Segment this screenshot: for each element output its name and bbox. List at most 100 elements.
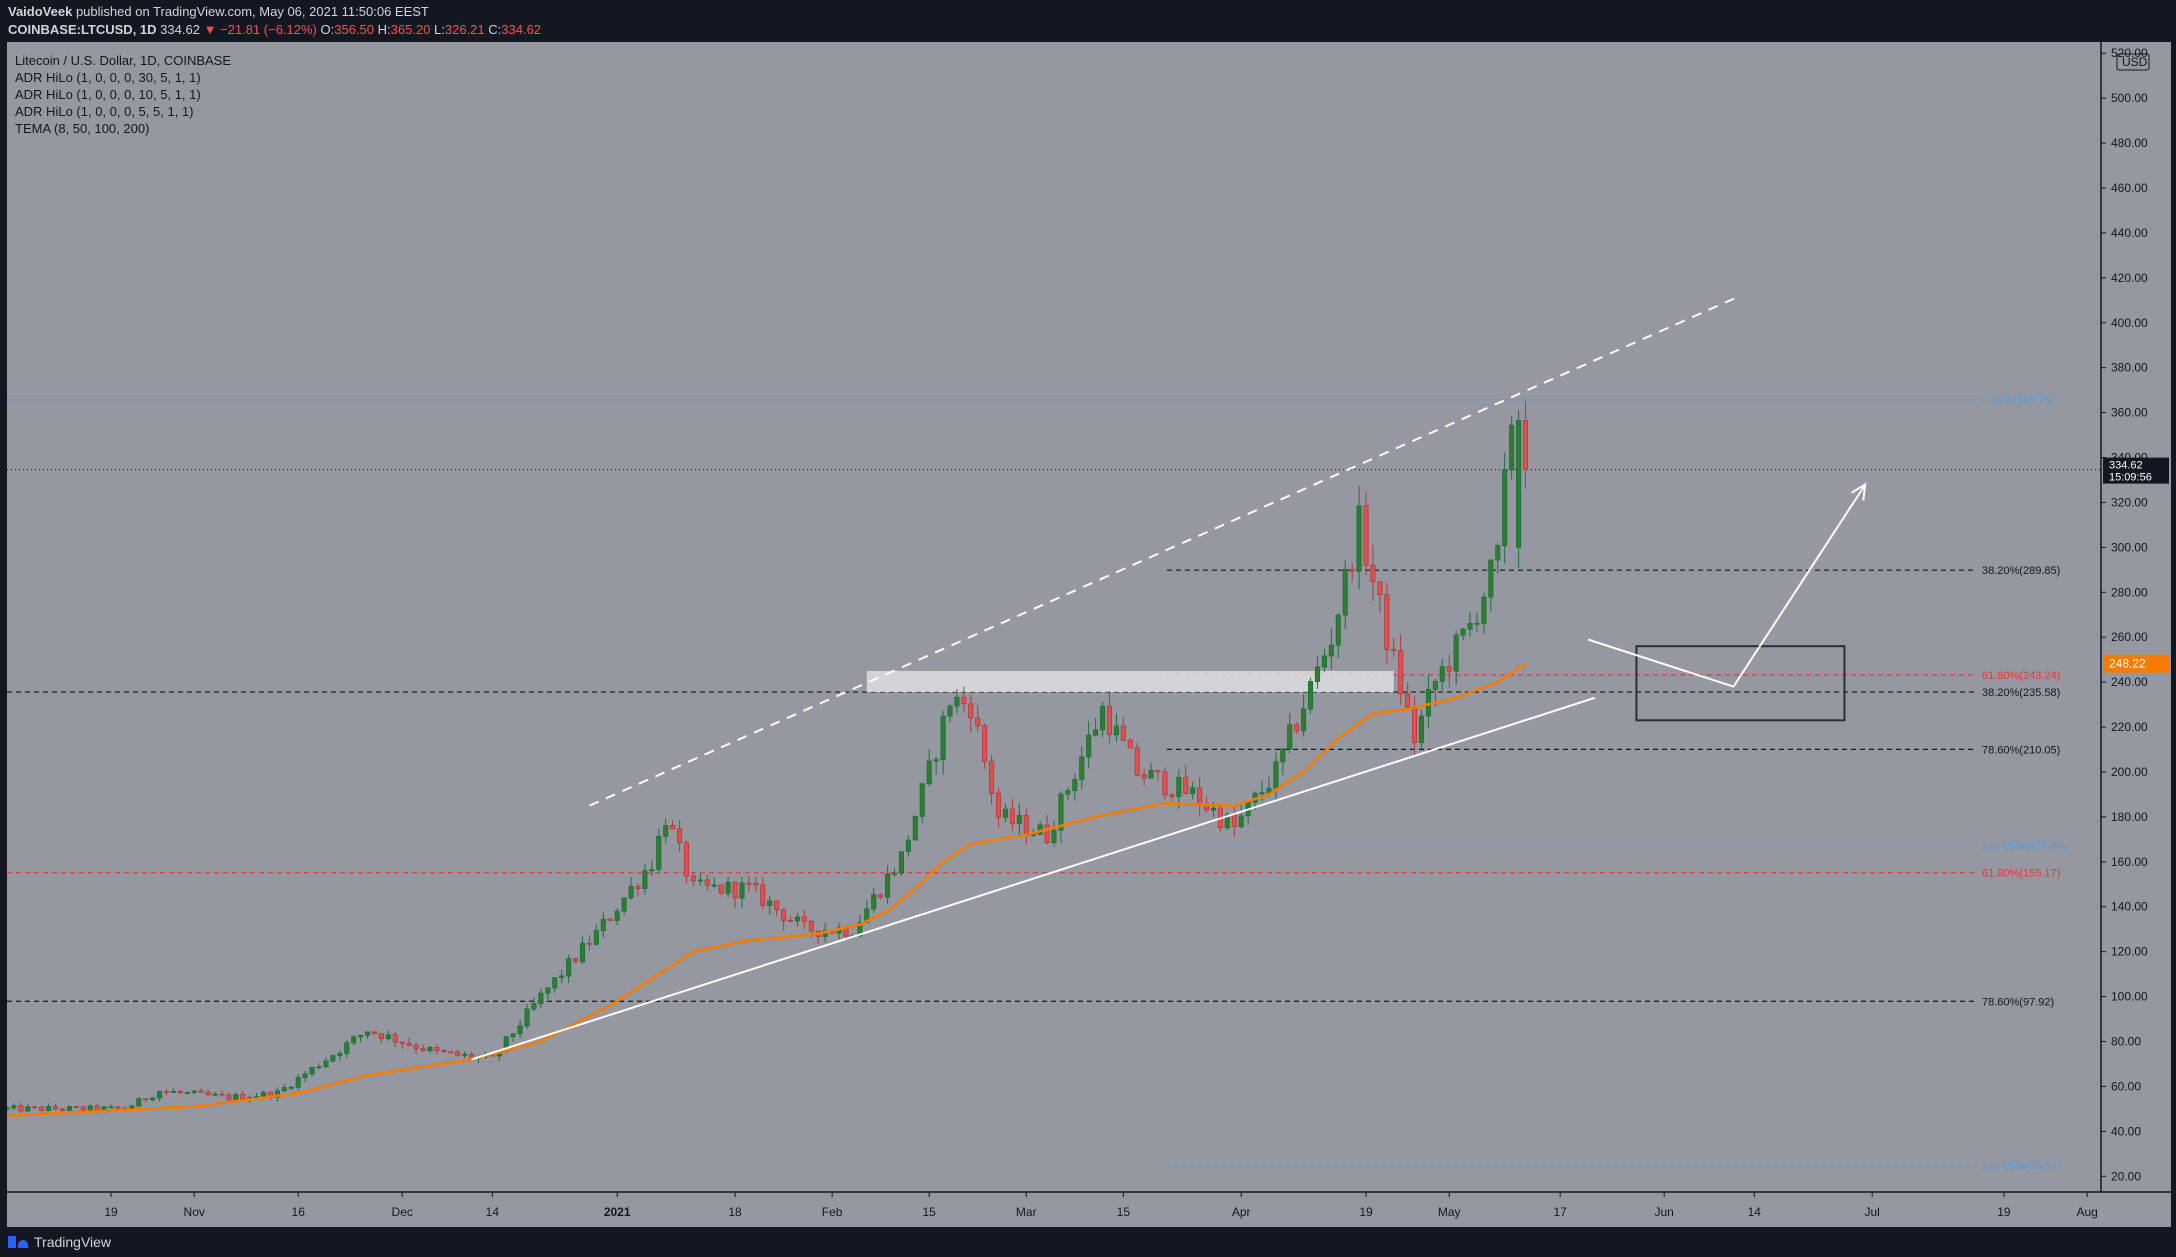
tradingview-logo[interactable]: TradingView [8, 1234, 111, 1250]
candle [455, 1049, 461, 1058]
candle-body [11, 1105, 17, 1109]
candle [344, 1039, 350, 1058]
candle [156, 1090, 163, 1102]
candle [316, 1063, 322, 1070]
candle-body [989, 760, 995, 794]
candle [1377, 581, 1383, 614]
candle [656, 828, 662, 874]
x-tick-label: Nov [184, 1205, 205, 1219]
candle [1398, 634, 1404, 705]
candle-body [510, 1033, 516, 1038]
price-chart[interactable]: 20.00 40.00 60.00 80.00 100.00 120.00 140.00 16… [7, 42, 2171, 1227]
resistance-trendline [589, 294, 1741, 807]
candle-body [926, 760, 932, 785]
candle-body [1065, 790, 1071, 795]
candle-body [1162, 771, 1168, 796]
high-label: H: [377, 22, 391, 37]
y-tick-label: 440.00 [2111, 226, 2148, 240]
candle-body [649, 869, 655, 872]
candle [559, 969, 565, 984]
candle [420, 1044, 426, 1053]
candle-body [1072, 778, 1078, 792]
legend-indicator[interactable]: ADR HiLo (1, 0, 0, 0, 10, 5, 1, 1) [15, 87, 201, 102]
candle [434, 1044, 440, 1055]
x-tick-label: 19 [104, 1205, 118, 1219]
candle [982, 723, 988, 770]
candle [1120, 717, 1126, 742]
open-label: O: [320, 22, 335, 37]
y-tick-label: 160.00 [2111, 855, 2148, 869]
candle-body [1023, 814, 1029, 836]
candle [663, 818, 669, 844]
x-tick-label: Mar [1016, 1205, 1037, 1219]
y-tick-label: 60.00 [2111, 1079, 2141, 1093]
candle [1321, 648, 1327, 672]
legend-indicator[interactable]: ADR HiLo (1, 0, 0, 0, 30, 5, 1, 1) [15, 70, 201, 85]
candle-body [1009, 808, 1015, 824]
candle-body [261, 1091, 267, 1097]
candle-body [455, 1051, 461, 1056]
candle [545, 987, 551, 1000]
candle-body [302, 1073, 308, 1078]
candle-body [1398, 650, 1404, 695]
x-tick-label: Jun [1654, 1205, 1673, 1219]
candle [337, 1050, 343, 1061]
candle-body [891, 872, 898, 875]
candle [330, 1054, 336, 1063]
candle-body [378, 1033, 384, 1040]
candle-body [1127, 740, 1133, 749]
candle-body [1134, 747, 1140, 776]
candle [1058, 791, 1064, 843]
candle [898, 851, 905, 877]
candle-body [1169, 794, 1175, 797]
candle [961, 686, 967, 713]
candle-body [857, 922, 863, 937]
publish-info: VaidoVeek published on TradingView.com, … [8, 4, 429, 19]
candle [358, 1034, 364, 1043]
candle-body [73, 1106, 79, 1108]
candle-body [323, 1060, 329, 1068]
legend-indicator[interactable]: ADR HiLo (1, 0, 0, 0, 5, 5, 1, 1) [15, 104, 194, 119]
candle-body [219, 1093, 225, 1096]
candle-body [552, 977, 558, 989]
y-tick-label: 280.00 [2111, 585, 2148, 599]
x-tick-label: 15 [923, 1205, 937, 1219]
tema-line [7, 663, 1527, 1117]
candle [1141, 768, 1147, 787]
candle-body [1453, 634, 1459, 672]
candle [1079, 746, 1085, 790]
candle [781, 908, 787, 931]
candle-body [1522, 420, 1529, 471]
tema-price-value: 248.22 [2109, 657, 2146, 671]
candle [143, 1098, 149, 1103]
candle [732, 881, 738, 909]
candle-body [191, 1090, 197, 1093]
candle-body [1391, 649, 1397, 651]
candle-body [344, 1042, 350, 1054]
candle-body [1238, 815, 1244, 828]
candle-body [1093, 729, 1099, 736]
candle [25, 1104, 31, 1113]
candle-body [878, 894, 884, 898]
candle [649, 860, 655, 876]
chart-area[interactable]: 20.00 40.00 60.00 80.00 100.00 120.00 140.00 16… [7, 42, 2171, 1227]
y-tick-label: 460.00 [2111, 181, 2148, 195]
candle [1273, 752, 1279, 801]
candle-body [1044, 824, 1050, 844]
candle [1453, 630, 1459, 686]
candle-body [39, 1106, 45, 1111]
legend-indicator[interactable]: TEMA (8, 50, 100, 200) [15, 121, 150, 136]
candle [1093, 718, 1099, 737]
candle-body [538, 992, 544, 1004]
candle-body [1148, 770, 1154, 779]
candle-body [1002, 808, 1009, 818]
candle-body [885, 873, 891, 898]
candle [933, 756, 939, 775]
candle [801, 909, 807, 929]
candle-body [392, 1034, 398, 1043]
candle-body [427, 1047, 433, 1052]
candle [184, 1091, 190, 1095]
candle [371, 1031, 378, 1035]
author-name[interactable]: VaidoVeek [8, 4, 73, 19]
candle [32, 1106, 38, 1110]
